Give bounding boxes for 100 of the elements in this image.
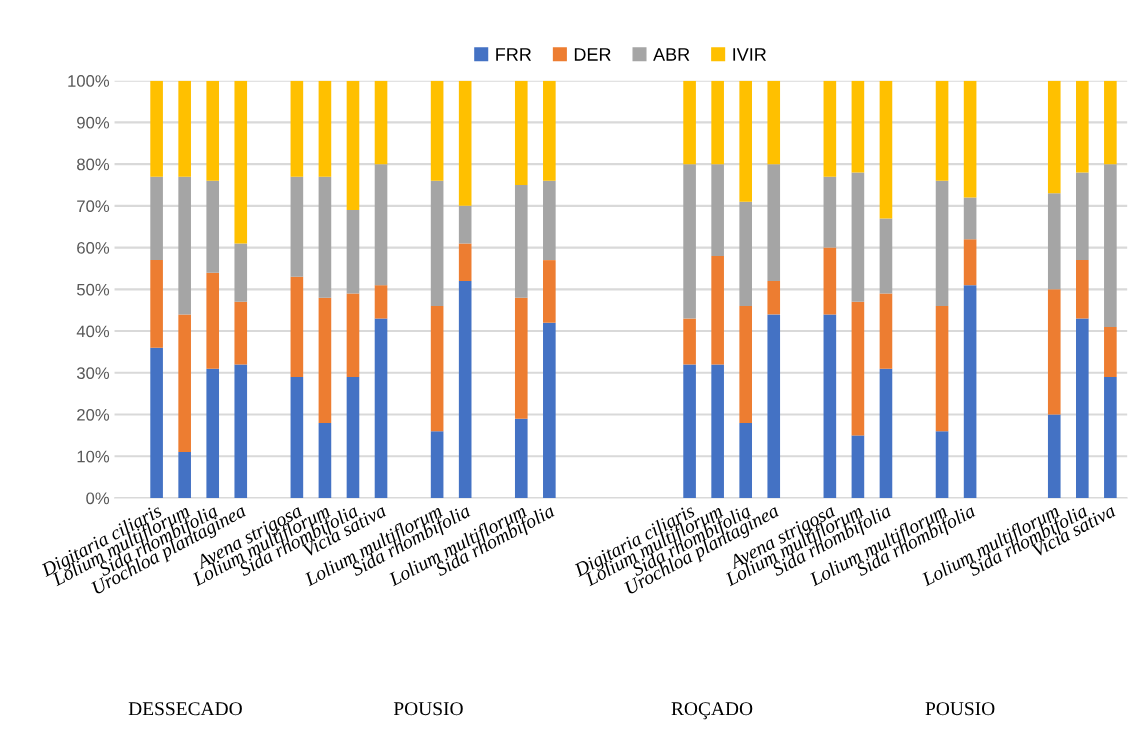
bar xyxy=(206,272,220,369)
bar xyxy=(1076,80,1089,173)
bar xyxy=(851,435,865,499)
y-tick-label: 60% xyxy=(77,242,110,254)
bar xyxy=(823,176,837,248)
text: POUSIO xyxy=(393,702,463,716)
bar xyxy=(963,197,977,240)
bar xyxy=(711,255,724,365)
bar xyxy=(234,243,248,302)
bar xyxy=(178,314,191,453)
bar xyxy=(150,80,163,177)
bar xyxy=(879,80,893,219)
bar xyxy=(150,347,163,499)
bar xyxy=(767,80,781,165)
bar xyxy=(767,164,781,281)
bar xyxy=(150,260,163,348)
bar xyxy=(935,180,949,307)
bar xyxy=(514,297,528,419)
bar xyxy=(206,80,220,181)
bar xyxy=(1047,193,1061,290)
bar xyxy=(935,80,949,181)
bar xyxy=(206,368,220,499)
bar xyxy=(430,431,444,499)
legend-label: DER xyxy=(574,48,611,61)
bar xyxy=(458,80,472,206)
bar xyxy=(290,276,304,377)
bar xyxy=(683,318,696,365)
bar xyxy=(346,210,360,294)
bar xyxy=(935,431,949,499)
bar xyxy=(290,376,304,499)
bar xyxy=(234,80,248,244)
y-tick-label: 90% xyxy=(77,116,110,129)
bar xyxy=(879,368,893,499)
bar xyxy=(1047,289,1061,415)
bar xyxy=(374,318,388,499)
bar xyxy=(543,180,556,261)
text: POUSIO xyxy=(925,702,995,716)
bar xyxy=(1076,260,1089,319)
bar xyxy=(234,301,248,365)
legend-label: IVIR xyxy=(733,48,766,61)
bar xyxy=(374,285,388,319)
y-tick-label: 100% xyxy=(68,75,110,87)
bar xyxy=(823,247,837,315)
bar xyxy=(823,314,837,499)
bar xyxy=(178,176,191,315)
bar xyxy=(851,172,865,302)
bar xyxy=(206,180,220,273)
legend-label: FRR xyxy=(496,48,532,61)
bar xyxy=(458,280,472,499)
bar xyxy=(767,280,781,315)
bar xyxy=(514,185,528,298)
bar xyxy=(739,422,753,499)
bar xyxy=(851,80,865,173)
bar xyxy=(318,422,332,499)
bar xyxy=(1076,318,1089,499)
bar xyxy=(711,364,724,499)
bar xyxy=(767,314,781,499)
bar xyxy=(963,239,977,286)
legend-label: ABR xyxy=(653,48,690,61)
bar xyxy=(1047,80,1061,194)
bar xyxy=(1076,172,1089,261)
bar xyxy=(458,205,472,244)
bar xyxy=(823,80,837,177)
bar xyxy=(318,176,332,298)
bar xyxy=(514,80,528,185)
bar xyxy=(458,243,472,281)
text: DESSECADO xyxy=(128,702,242,716)
y-tick-label: 20% xyxy=(77,408,110,421)
bar xyxy=(150,176,163,261)
bar xyxy=(935,306,949,432)
y-tick-label: 0% xyxy=(86,492,110,505)
bar xyxy=(739,306,753,423)
bar xyxy=(374,80,388,165)
bar xyxy=(1104,80,1117,165)
y-tick-label: 70% xyxy=(77,200,110,213)
bar xyxy=(346,293,360,377)
bar xyxy=(711,164,724,256)
bar xyxy=(1104,326,1117,377)
bar xyxy=(178,80,191,177)
bar xyxy=(711,80,724,165)
bar xyxy=(543,80,556,181)
bar xyxy=(1104,164,1117,327)
bar xyxy=(1047,414,1061,499)
bar xyxy=(543,260,556,323)
bar xyxy=(879,218,893,294)
y-tick-label: 50% xyxy=(76,283,110,296)
bar xyxy=(683,80,696,165)
bar xyxy=(430,80,444,181)
bar xyxy=(739,201,753,307)
bar xyxy=(514,418,528,499)
bar xyxy=(346,376,360,499)
bar xyxy=(290,176,304,277)
y-tick-label: 40% xyxy=(76,325,110,338)
bar xyxy=(963,80,977,198)
bar xyxy=(683,164,696,319)
y-tick-label: 80% xyxy=(77,158,110,171)
y-tick-label: 10% xyxy=(77,450,110,463)
bar xyxy=(318,80,332,177)
bar xyxy=(879,293,893,369)
bar xyxy=(346,80,360,211)
